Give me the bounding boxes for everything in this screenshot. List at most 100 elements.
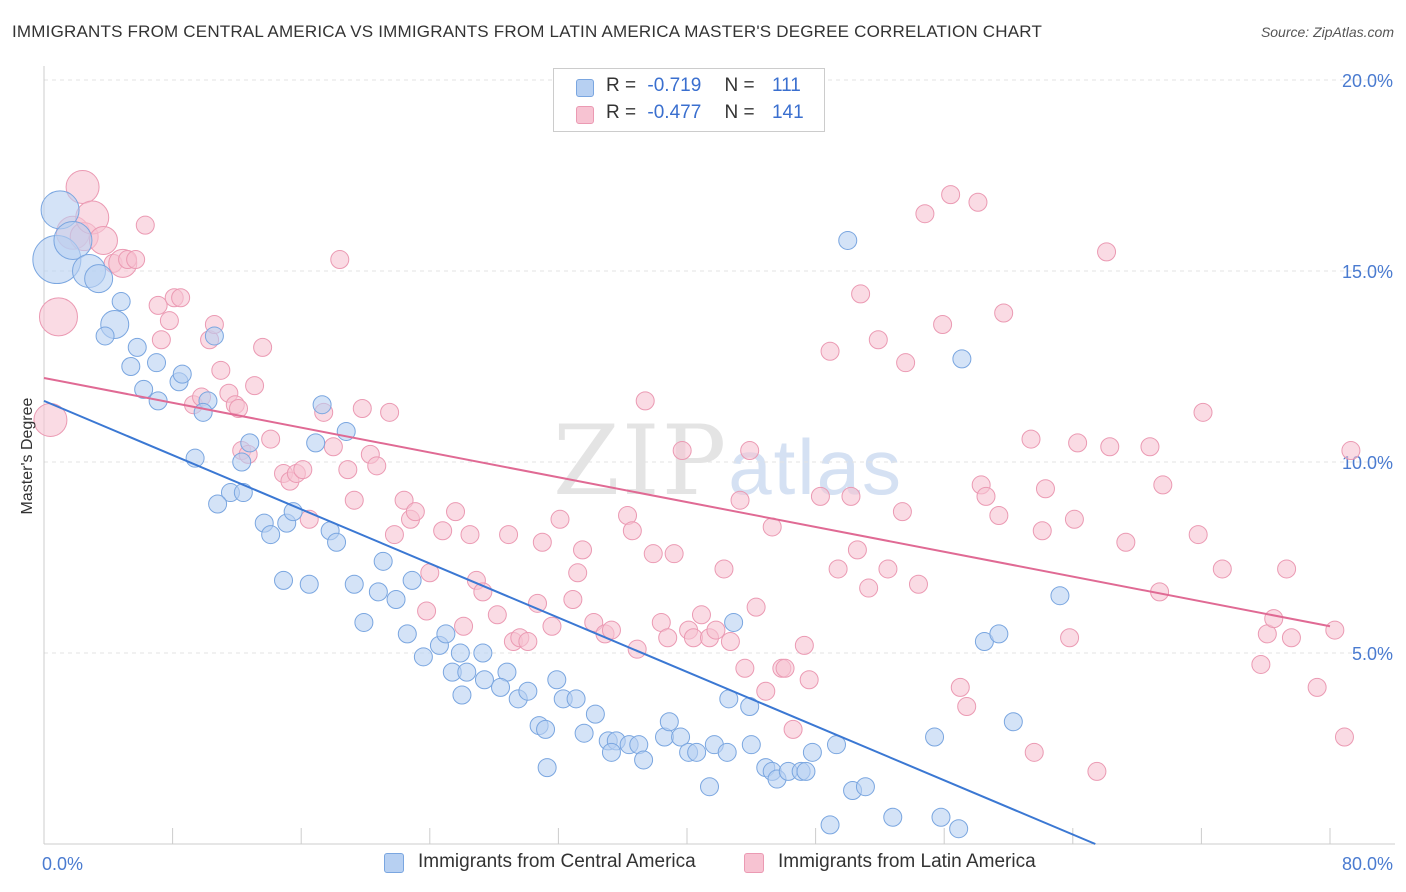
point-latin-america <box>878 559 898 579</box>
point-central-america <box>111 292 131 312</box>
point-latin-america <box>756 681 776 701</box>
point-latin-america <box>989 505 1009 525</box>
legend-r-value-pink: -0.477 <box>647 102 702 123</box>
point-central-america <box>402 570 422 590</box>
y-tick-label: 5.0% <box>1352 644 1393 664</box>
point-latin-america <box>847 540 867 560</box>
point-latin-america <box>950 677 970 697</box>
point-central-america <box>274 570 294 590</box>
point-latin-america <box>253 337 273 357</box>
point-central-america <box>327 532 347 552</box>
point-latin-america <box>499 525 519 545</box>
point-central-america <box>53 220 93 260</box>
point-central-america <box>883 807 903 827</box>
y-tick-label: 20.0% <box>1342 71 1393 91</box>
point-latin-america <box>1307 677 1327 697</box>
point-latin-america <box>126 250 146 270</box>
legend-r-label: R = <box>606 102 637 123</box>
point-central-america <box>193 402 213 422</box>
point-latin-america <box>746 597 766 617</box>
point-latin-america <box>135 215 155 235</box>
point-latin-america <box>151 330 171 350</box>
point-latin-america <box>405 502 425 522</box>
point-central-america <box>838 230 858 250</box>
point-central-america <box>240 433 260 453</box>
point-latin-america <box>794 635 814 655</box>
point-central-america <box>473 643 493 663</box>
point-latin-america <box>941 185 961 205</box>
point-central-america <box>1050 586 1070 606</box>
point-latin-america <box>211 360 231 380</box>
point-latin-america <box>1264 609 1284 629</box>
legend-n-label: N = <box>724 75 755 96</box>
series-latin-america-points <box>33 169 1361 781</box>
point-latin-america <box>740 441 760 461</box>
point-latin-america <box>720 632 740 652</box>
axes <box>43 66 1395 845</box>
point-central-america <box>741 735 761 755</box>
point-latin-america <box>672 441 692 461</box>
point-central-america <box>386 590 406 610</box>
point-central-america <box>518 681 538 701</box>
point-central-america <box>989 624 1009 644</box>
point-latin-america <box>542 616 562 636</box>
point-central-america <box>601 742 621 762</box>
legend-label-latin-america: Immigrants from Latin America <box>778 851 1036 872</box>
point-latin-america <box>148 295 168 315</box>
point-latin-america <box>968 192 988 212</box>
point-latin-america <box>159 311 179 331</box>
x-tick-label-start: 0.0% <box>42 854 83 874</box>
point-latin-america <box>976 486 996 506</box>
legend-r-label: R = <box>606 75 637 96</box>
point-latin-america <box>933 314 953 334</box>
tick-labels: 5.0%10.0%15.0%20.0%0.0% 80.0% <box>42 71 1393 874</box>
point-latin-america <box>1035 479 1055 499</box>
point-latin-america <box>683 628 703 648</box>
point-latin-america <box>454 616 474 636</box>
trend-line-central-america <box>43 399 1096 845</box>
point-central-america <box>373 551 393 571</box>
legend-swatch-blue <box>576 79 594 97</box>
correlation-legend: R = -0.719 N = 111 R = -0.477 N = 141 <box>553 68 825 132</box>
point-latin-america <box>783 719 803 739</box>
point-central-america <box>452 685 472 705</box>
point-latin-america <box>908 574 928 594</box>
point-central-america <box>397 624 417 644</box>
legend-n-value-pink: 141 <box>771 102 804 123</box>
point-latin-america <box>384 525 404 545</box>
point-latin-america <box>338 460 358 480</box>
point-central-america <box>585 704 605 724</box>
point-latin-america <box>367 456 387 476</box>
point-central-america <box>700 777 720 797</box>
point-central-america <box>802 742 822 762</box>
point-latin-america <box>171 288 191 308</box>
legend-n-label: N = <box>724 102 755 123</box>
point-latin-america <box>1087 761 1107 781</box>
legend-label-central-america: Immigrants from Central America <box>418 851 696 872</box>
point-latin-america <box>828 559 848 579</box>
legend-swatch-pink <box>744 853 764 873</box>
point-latin-america <box>994 303 1014 323</box>
point-central-america <box>574 723 594 743</box>
point-central-america <box>368 582 388 602</box>
point-latin-america <box>775 658 795 678</box>
point-latin-america <box>1032 521 1052 541</box>
point-latin-america <box>1064 509 1084 529</box>
point-latin-america <box>38 297 78 337</box>
point-latin-america <box>691 605 711 625</box>
point-latin-america <box>841 486 861 506</box>
point-latin-america <box>1140 437 1160 457</box>
point-latin-america <box>1193 402 1213 422</box>
point-central-america <box>121 357 141 376</box>
point-central-america <box>172 364 192 384</box>
y-axis-label: Master's Degree <box>19 397 36 514</box>
legend-n-value-blue: 111 <box>771 75 801 96</box>
point-central-america <box>949 819 969 839</box>
point-central-america <box>312 395 332 415</box>
point-latin-america <box>735 658 755 678</box>
point-latin-america <box>868 330 888 350</box>
point-latin-america <box>380 402 400 422</box>
point-latin-america <box>706 620 726 640</box>
point-latin-america <box>261 429 281 449</box>
point-latin-america <box>1281 628 1301 648</box>
